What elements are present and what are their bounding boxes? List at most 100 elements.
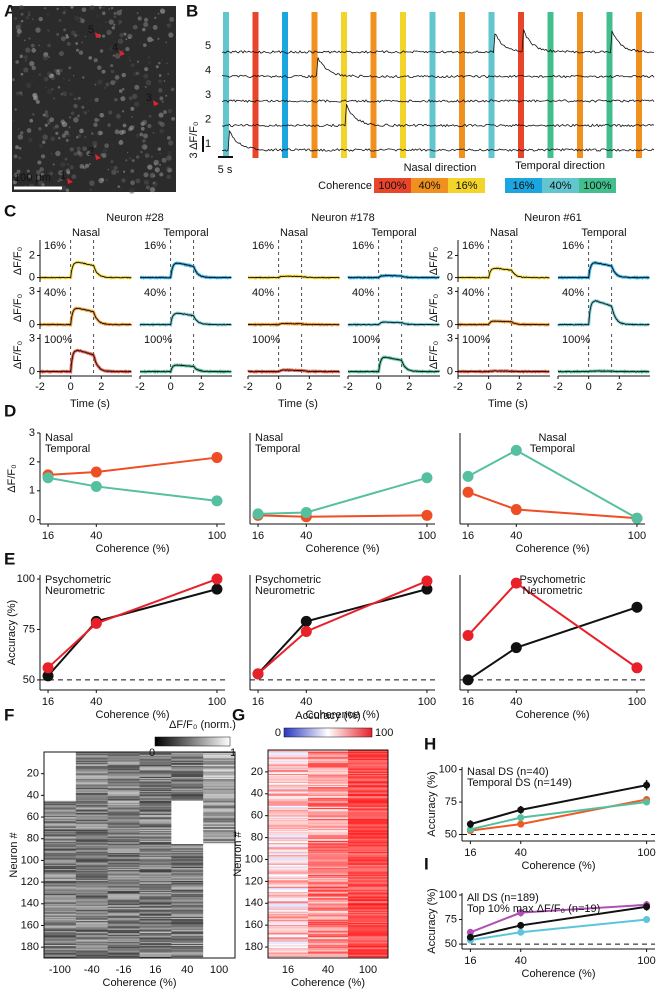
heatmap-cell: [171, 889, 204, 892]
heatmap-cell: [139, 876, 172, 879]
cell-texture: [121, 178, 126, 183]
heatmap-cell: [268, 762, 309, 764]
cell-texture: [40, 50, 42, 52]
x-tick-label: 40: [181, 964, 193, 976]
heatmap-cell: [107, 923, 140, 925]
data-point: [466, 933, 474, 941]
cell-texture: [93, 58, 98, 63]
heatmap-cell: [171, 754, 204, 756]
cell-texture: [33, 96, 37, 101]
y-scale-label: 3 ΔF/F₀: [188, 122, 200, 159]
heatmap-cell: [268, 772, 309, 775]
heatmap-cell: [171, 815, 204, 818]
heatmap-cell: [308, 903, 349, 905]
heatmap-cell: [268, 815, 309, 818]
heatmap-cell: [139, 901, 172, 904]
heatmap-cell: [44, 789, 77, 792]
cell-texture: [142, 43, 147, 48]
cell-texture: [55, 131, 59, 135]
heatmap-cell: [268, 954, 309, 957]
heatmap-cell: [44, 757, 77, 759]
heatmap-cell: [308, 758, 349, 761]
heatmap-cell: [139, 942, 172, 945]
cell-texture: [23, 67, 29, 73]
response-sem: [140, 261, 232, 280]
coherence-label: 16%: [44, 240, 66, 252]
heatmap-cell: [308, 895, 349, 897]
x-axis-label: Coherence (%): [103, 977, 177, 989]
heatmap-cell: [308, 832, 349, 834]
response-trace: [248, 322, 340, 326]
stimulus-bar: [518, 12, 524, 158]
heatmap-cell: [171, 937, 204, 939]
heatmap-cell: [308, 915, 349, 917]
heatmap-cell: [348, 855, 389, 857]
heatmap-cell: [44, 875, 77, 877]
heatmap-cell: [44, 911, 77, 913]
response-trace: [139, 312, 232, 326]
heatmap-cell: [139, 824, 172, 827]
heatmap-cell: [308, 777, 349, 779]
heatmap-cell: [203, 853, 236, 856]
heatmap-cell: [268, 787, 309, 789]
heatmap-cell: [171, 876, 204, 879]
heatmap-cell: [107, 822, 140, 824]
heatmap-cell: [75, 876, 108, 879]
heatmap-cell: [139, 780, 172, 782]
heatmap-cell: [268, 794, 309, 797]
cell-texture: [12, 119, 15, 122]
heatmap-cell: [308, 770, 349, 773]
heatmap-cell: [107, 870, 140, 872]
heatmap-cell: [75, 849, 108, 851]
heatmap-cell: [268, 823, 309, 825]
heatmap-cell: [348, 915, 389, 917]
heatmap-cell: [75, 911, 108, 913]
heatmap-cell: [139, 840, 172, 843]
series-line: [47, 456, 218, 476]
neuron-title: Neuron #178: [311, 212, 375, 224]
heatmap-cell: [171, 847, 204, 849]
heatmap-cell: [171, 840, 204, 843]
heatmap-cell: [268, 916, 309, 918]
heatmap-cell: [75, 770, 108, 772]
heatmap-cell: [348, 848, 389, 850]
heatmap-cell: [268, 774, 309, 776]
cell-texture: [166, 23, 170, 27]
heatmap-cell: [203, 914, 236, 917]
heatmap-cell: [44, 896, 77, 898]
heatmap-cell: [268, 789, 309, 791]
cell-texture: [152, 25, 158, 30]
heatmap-cell: [348, 866, 389, 868]
heatmap-cell: [75, 801, 108, 804]
heatmap-cell: [203, 844, 236, 846]
heatmap-cell: [268, 925, 309, 927]
heatmap-cell: [139, 795, 172, 797]
heatmap-cell: [203, 856, 236, 858]
heatmap-cell: [308, 933, 349, 936]
heatmap-cell: [171, 794, 204, 796]
heatmap-cell: [75, 884, 108, 886]
heatmap-cell: [171, 753, 204, 755]
x-tick-label: 100: [628, 530, 646, 542]
cell-texture: [77, 134, 82, 138]
heatmap-cell: [348, 854, 389, 856]
y-tick-label: 0: [29, 365, 35, 377]
heatmap-cell: [348, 929, 389, 931]
heatmap-cell: [171, 825, 204, 828]
heatmap-cell: [348, 822, 389, 824]
heatmap-cell: [44, 924, 77, 926]
heatmap-cell: [348, 824, 389, 826]
cell-texture: [49, 117, 55, 123]
heatmap-cell: [268, 869, 309, 871]
heatmap-cell: [203, 947, 236, 949]
data-point: [631, 662, 643, 674]
coherence-label: 16%: [352, 240, 374, 252]
heatmap-cell: [171, 883, 204, 885]
cell-texture: [152, 181, 158, 187]
heatmap-cell: [203, 871, 236, 873]
x-axis-label: Coherence (%): [522, 968, 596, 980]
heatmap-cell: [203, 835, 236, 837]
heatmap-cell: [203, 811, 236, 814]
heatmap-cell: [75, 936, 108, 938]
heatmap-cell: [203, 935, 236, 937]
